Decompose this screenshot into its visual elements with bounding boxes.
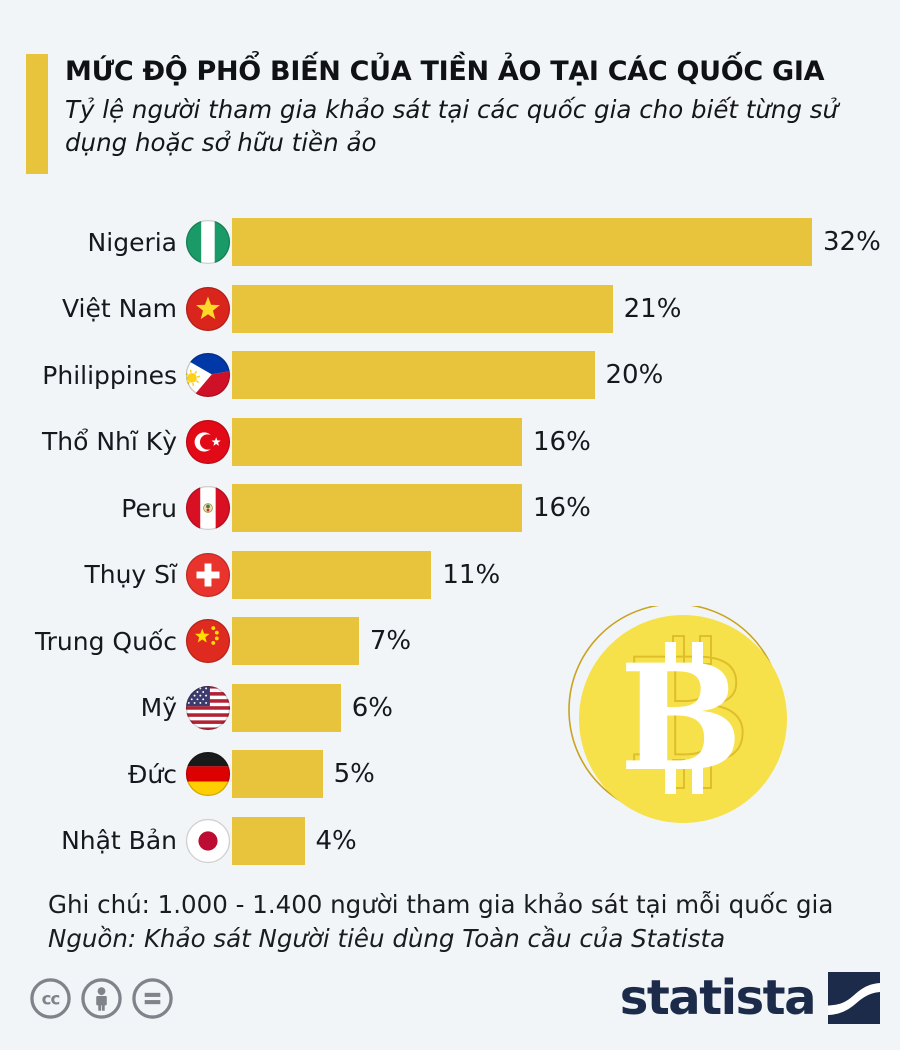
bar-vietnam: [232, 284, 613, 333]
chart-row-peru: Peru 16%: [0, 484, 900, 532]
country-label: Philippines: [42, 360, 177, 390]
license-icons: cc: [29, 977, 174, 1020]
accent-bar: [26, 54, 48, 174]
statista-mark-icon: [828, 972, 880, 1024]
country-label: Peru: [121, 493, 177, 523]
chart-note: Ghi chú: 1.000 - 1.400 người tham gia kh…: [48, 890, 834, 919]
chart-row-germany: Đức 5%: [0, 750, 900, 798]
header: MỨC ĐỘ PHỔ BIẾN CỦA TIỀN ẢO TẠI CÁC QUỐC…: [26, 54, 875, 174]
chart-row-vietnam: Việt Nam 21%: [0, 284, 900, 333]
country-label: Trung Quốc: [35, 626, 177, 656]
chart-row-philippines: Philippines 20%: [0, 351, 900, 399]
peru-flag-icon: [185, 485, 231, 531]
value-label: 16%: [533, 426, 591, 457]
chart-row-japan: Nhật Bản 4%: [0, 816, 900, 865]
bar-japan: [232, 816, 305, 865]
svg-text:B: B: [627, 627, 750, 798]
country-label: Thụy Sĩ: [84, 560, 177, 589]
statista-logo[interactable]: statista: [620, 972, 880, 1024]
statista-wordmark: statista: [619, 970, 817, 1026]
chart-row-turkey: Thổ Nhĩ Kỳ 16%: [0, 417, 900, 466]
bar-philippines: [232, 351, 595, 399]
philippines-flag-icon: [185, 352, 231, 398]
country-label: Việt Nam: [61, 294, 177, 323]
china-flag-icon: [185, 618, 231, 664]
country-label: Đức: [128, 759, 177, 789]
chart-row-switzerland: Thụy Sĩ 11%: [0, 550, 900, 599]
svg-text:cc: cc: [42, 989, 60, 1008]
bar-turkey: [232, 417, 522, 466]
country-label: Nigeria: [87, 227, 177, 257]
chart-row-nigeria: Nigeria 32%: [0, 218, 900, 266]
usa-flag-icon: [185, 685, 231, 731]
germany-flag-icon: [185, 751, 231, 797]
switzerland-flag-icon: [185, 552, 231, 598]
value-label: 20%: [605, 360, 664, 390]
page-title: MỨC ĐỘ PHỔ BIẾN CỦA TIỀN ẢO TẠI CÁC QUỐC…: [65, 56, 825, 87]
country-label: Nhật Bản: [61, 826, 177, 855]
cc-by-icon[interactable]: [80, 977, 123, 1020]
chart-source: Nguồn: Khảo sát Người tiêu dùng Toàn cầu…: [48, 924, 726, 953]
value-label: 4%: [315, 825, 357, 856]
country-label: Mỹ: [140, 693, 177, 722]
svg-text:B: B: [619, 633, 742, 804]
nigeria-flag-icon: [185, 219, 231, 265]
bar-usa: [232, 683, 341, 732]
country-label: Thổ Nhĩ Kỳ: [42, 427, 177, 456]
cc-nd-icon[interactable]: [131, 977, 174, 1020]
value-label: 16%: [533, 493, 591, 523]
value-label: 5%: [333, 759, 375, 789]
cc-icon[interactable]: cc: [29, 977, 72, 1020]
value-label: 6%: [351, 692, 393, 723]
value-label: 21%: [623, 293, 682, 324]
value-label: 7%: [369, 626, 412, 656]
chart-row-usa: Mỹ 6%: [0, 683, 900, 732]
page-subtitle: Tỷ lệ người tham gia khảo sát tại các qu…: [65, 95, 839, 158]
chart-row-china: Trung Quốc 7%: [0, 617, 900, 665]
value-label: 11%: [442, 559, 501, 590]
vietnam-flag-icon: [185, 286, 231, 332]
turkey-flag-icon: [185, 419, 231, 465]
bar-china: [232, 617, 359, 665]
bar-switzerland: [232, 550, 432, 599]
bar-germany: [232, 750, 323, 798]
value-label: 32%: [823, 227, 881, 257]
bitcoin-coin-icon: B B: [568, 606, 787, 823]
japan-flag-icon: [185, 818, 231, 864]
bar-peru: [232, 484, 522, 532]
bar-nigeria: [232, 218, 812, 266]
